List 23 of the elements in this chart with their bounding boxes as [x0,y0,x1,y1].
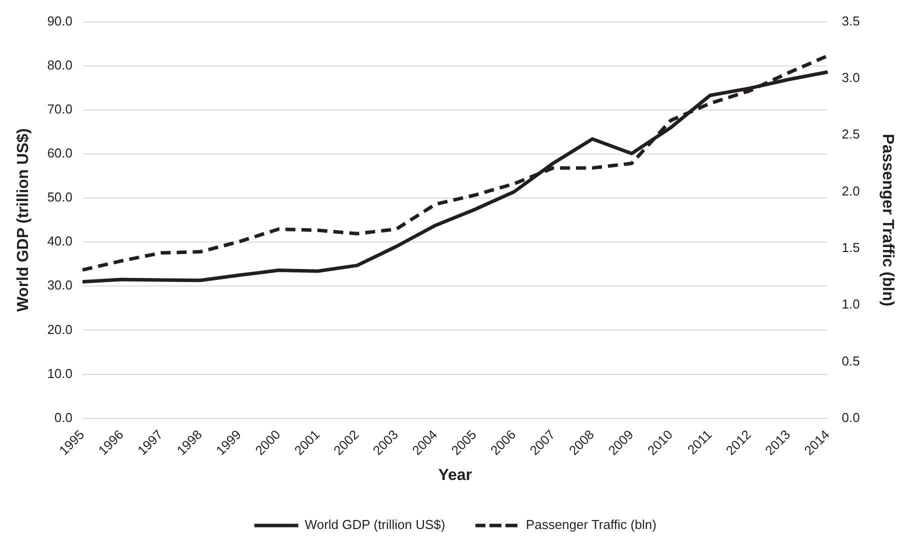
y2-tick-label: 0.5 [842,353,860,368]
y2-tick-label: 2.0 [842,183,860,198]
legend-label: Passenger Traffic (bln) [526,517,656,532]
y2-tick-label: 3.0 [842,70,860,86]
y-axis-title: World GDP (trillion US$) [15,128,32,312]
y2-axis-title: Passenger Traffic (bln) [878,134,896,306]
y2-tick-label: 1.0 [842,296,860,312]
y-tick-label: 10.0 [47,366,72,381]
y2-tick-label: 3.5 [842,13,860,28]
y-tick-label: 90.0 [47,13,72,28]
y-tick-label: 50.0 [47,190,72,205]
y-tick-label: 80.0 [47,57,72,72]
y-tick-label: 30.0 [47,278,72,293]
y2-tick-label: 0.0 [842,410,860,425]
y-tick-label: 40.0 [47,234,72,249]
legend-label: World GDP (trillion US$) [304,517,446,532]
y-tick-label: 70.0 [47,101,72,116]
y2-tick-label: 2.5 [842,126,860,142]
x-axis-title: Year [438,466,472,484]
y-tick-label: 20.0 [47,322,72,337]
y-tick-label: 0.0 [54,410,72,425]
y-tick-label: 60.0 [47,146,72,161]
y2-tick-label: 1.5 [842,240,860,255]
